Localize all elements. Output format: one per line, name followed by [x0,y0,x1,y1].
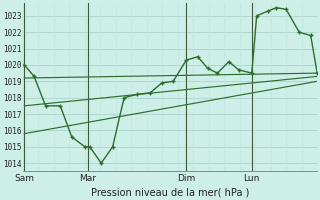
X-axis label: Pression niveau de la mer( hPa ): Pression niveau de la mer( hPa ) [91,187,249,197]
